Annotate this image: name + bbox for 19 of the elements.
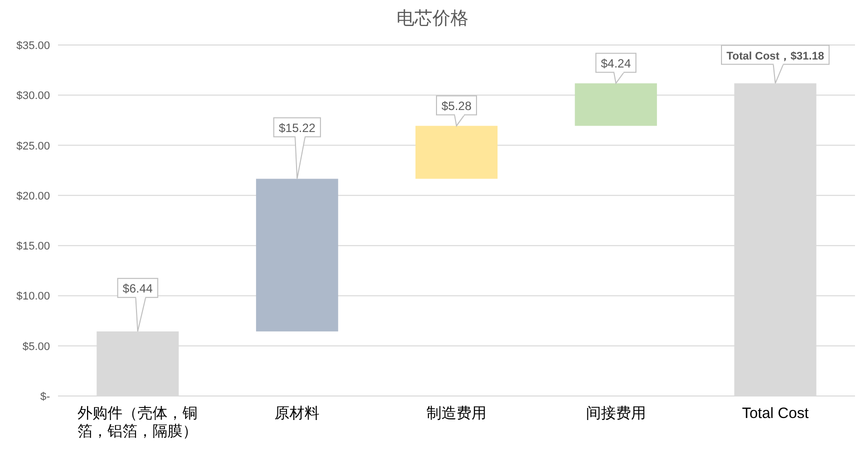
y-tick-label: $35.00 — [16, 40, 50, 52]
y-tick-label: $10.00 — [16, 290, 50, 303]
title: 电芯价格 — [396, 8, 468, 28]
y-tick-label: $15.00 — [16, 240, 50, 253]
x-tick-label: 外购件（壳体，铜箔，铝箔，隔膜） — [78, 405, 198, 440]
data-label: $5.28 — [441, 98, 472, 113]
y-tick-label: $- — [40, 391, 50, 403]
x-tick-label: Total Cost — [742, 405, 810, 422]
data-label: $6.44 — [122, 281, 154, 296]
data-label: $15.22 — [278, 120, 316, 135]
y-tick-label: $20.00 — [16, 190, 50, 202]
y-tick-label: $25.00 — [16, 140, 50, 152]
x-tick-label: 间接费用 — [586, 405, 646, 422]
y-tick-label: $5.00 — [22, 340, 50, 353]
data-label: $4.24 — [600, 56, 632, 70]
x-tick-label: 原材料 — [274, 405, 320, 422]
x-tick-label: 制造费用 — [426, 405, 486, 422]
data-label: Total Cost，$31.18 — [726, 50, 824, 62]
y-tick-label: $30.00 — [16, 90, 50, 102]
